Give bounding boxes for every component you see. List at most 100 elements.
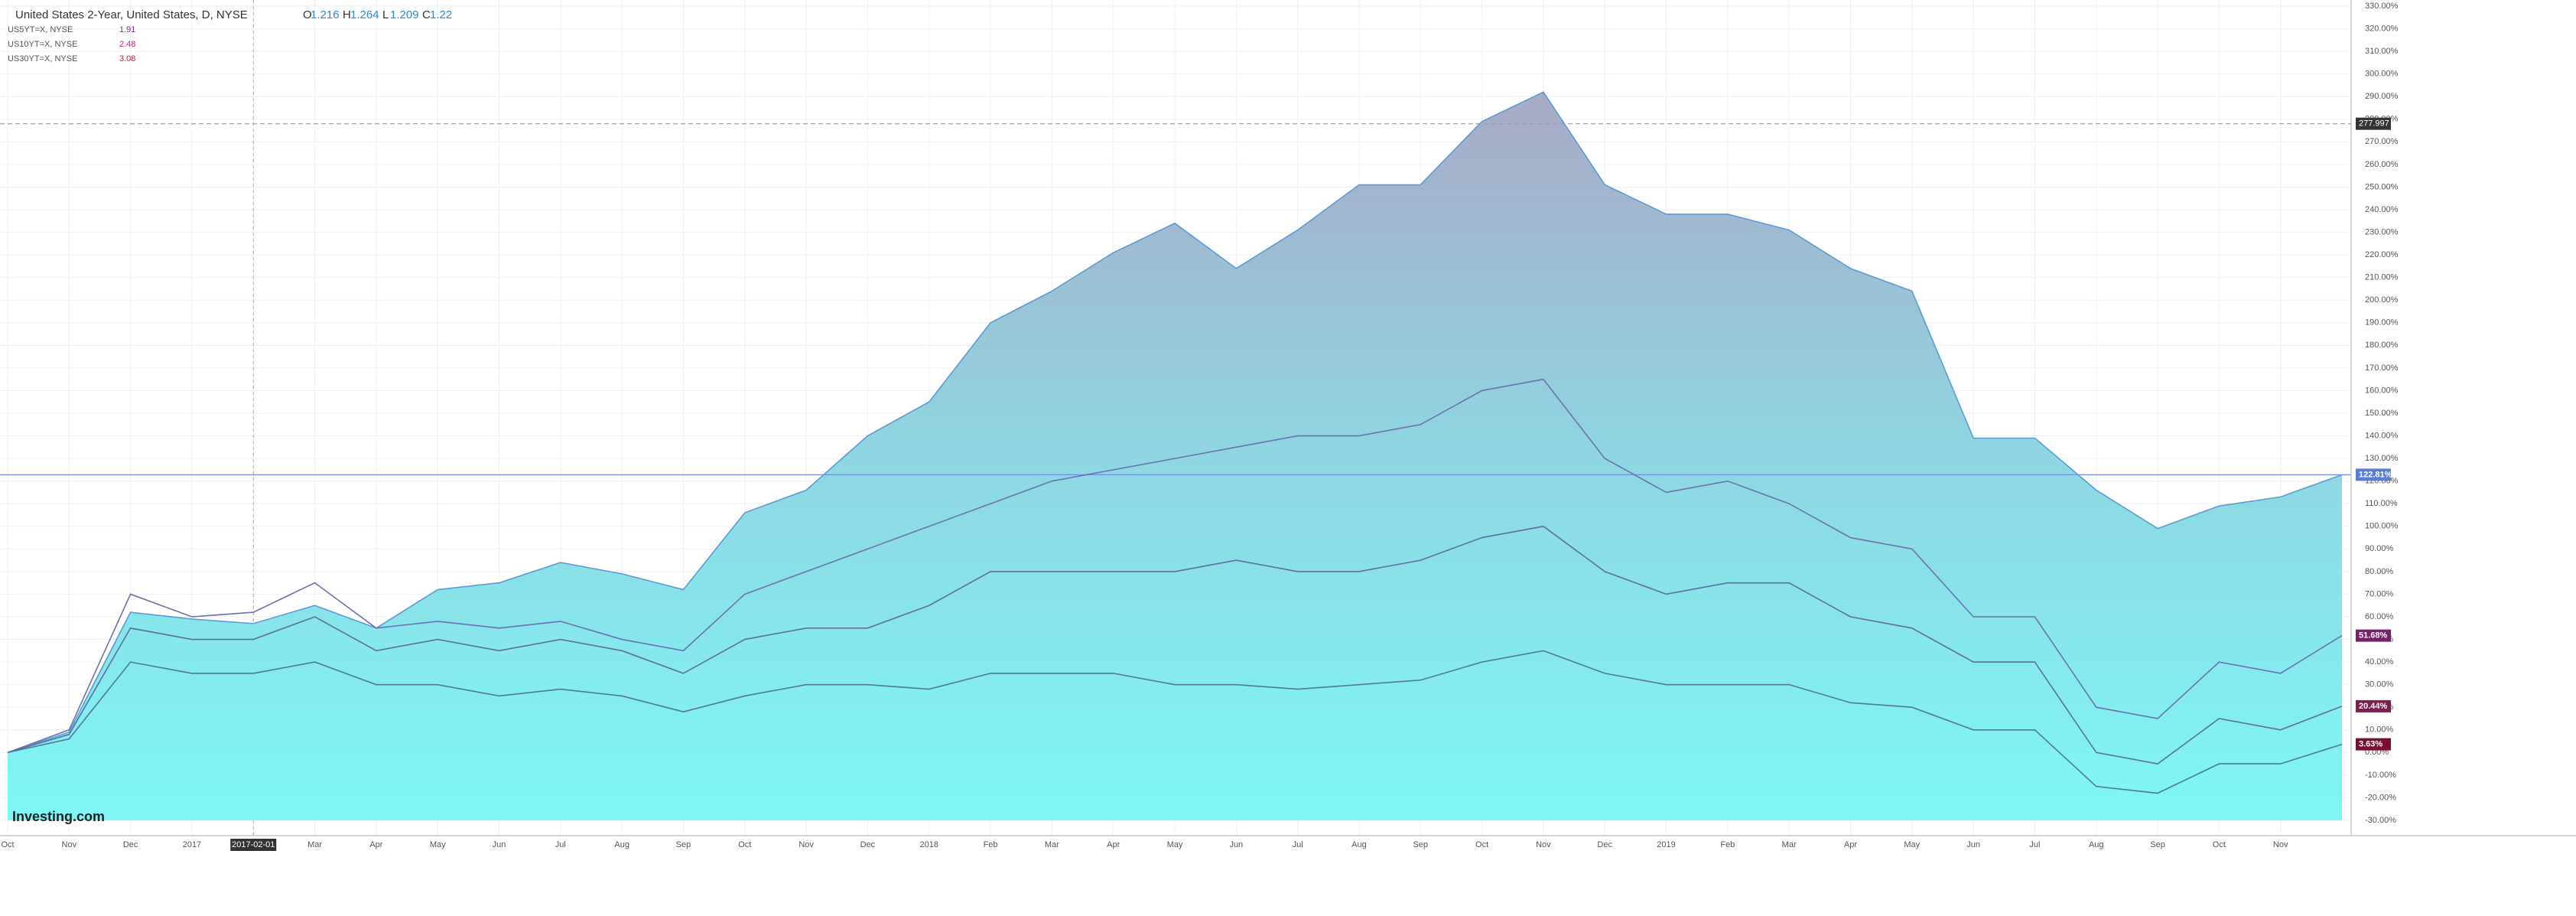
x-tick-label: 2017 bbox=[183, 840, 201, 849]
x-tick-label: Jun bbox=[1966, 840, 1980, 849]
watermark: Investing.com bbox=[12, 809, 105, 824]
x-tick-label: Aug bbox=[614, 840, 629, 849]
x-tick-label: Aug bbox=[2089, 840, 2104, 849]
y-tick-label: 130.00% bbox=[2365, 454, 2399, 463]
last-value-label: 122.81% bbox=[2359, 470, 2392, 479]
legend-quote: 3.08 bbox=[119, 54, 135, 64]
last-value-label: 51.68% bbox=[2359, 631, 2388, 640]
x-tick-label: Jul bbox=[1293, 840, 1303, 849]
x-tick-label: Mar bbox=[1045, 840, 1059, 849]
legend-entry: US5YT=X, NYSE bbox=[8, 25, 73, 34]
crosshair-y-label: 277.997 bbox=[2359, 119, 2389, 129]
y-tick-label: 100.00% bbox=[2365, 522, 2399, 531]
ohlc-key: L bbox=[382, 8, 389, 21]
last-value-label: 3.63% bbox=[2359, 740, 2382, 749]
x-tick-label: Jul bbox=[2029, 840, 2040, 849]
y-tick-label: 240.00% bbox=[2365, 205, 2399, 214]
legend-entry: US30YT=X, NYSE bbox=[8, 54, 77, 64]
x-tick-label: 2018 bbox=[919, 840, 938, 849]
crosshair-x-label-bg bbox=[230, 839, 277, 851]
ohlc-key: O bbox=[303, 8, 312, 21]
y-tick-label: 250.00% bbox=[2365, 182, 2399, 191]
y-tick-label: -10.00% bbox=[2365, 771, 2396, 780]
y-tick-label: 330.00% bbox=[2365, 2, 2399, 11]
x-tick-label: Jul bbox=[555, 840, 566, 849]
crosshair-y-label-bg bbox=[2356, 117, 2391, 130]
x-tick-label: Sep bbox=[1413, 840, 1428, 849]
legend-quote: 1.91 bbox=[119, 25, 135, 34]
legend-entry: US10YT=X, NYSE bbox=[8, 40, 77, 49]
last-value-label-bg bbox=[2356, 738, 2391, 751]
chart-title: United States 2-Year, United States, D, … bbox=[15, 8, 248, 21]
last-value-label: 20.44% bbox=[2359, 702, 2388, 711]
y-tick-label: -20.00% bbox=[2365, 793, 2396, 802]
x-tick-label: May bbox=[1904, 840, 1920, 849]
ohlc-value: 1.264 bbox=[350, 8, 379, 21]
y-tick-label: 320.00% bbox=[2365, 24, 2399, 33]
x-tick-label: Nov bbox=[1536, 840, 1551, 849]
x-tick-label: Jun bbox=[493, 840, 506, 849]
y-tick-label: 290.00% bbox=[2365, 92, 2399, 101]
area bbox=[8, 92, 2342, 821]
x-tick-label: 2017-02-01 bbox=[232, 840, 275, 849]
x-tick-label: Oct bbox=[738, 840, 751, 849]
x-tick-label: Dec bbox=[860, 840, 876, 849]
y-tick-label: 30.00% bbox=[2365, 680, 2394, 689]
ohlc-key: C bbox=[422, 8, 431, 21]
ohlc-value: 1.216 bbox=[311, 8, 340, 21]
ohlc-value: 1.22 bbox=[430, 8, 452, 21]
x-tick-label: 2019 bbox=[1657, 840, 1675, 849]
y-tick-label: 170.00% bbox=[2365, 363, 2399, 373]
line bbox=[7, 378, 2343, 754]
y-tick-label: 200.00% bbox=[2365, 295, 2399, 305]
x-tick-label: Aug bbox=[1351, 840, 1367, 849]
y-tick-label: 70.00% bbox=[2365, 589, 2394, 598]
x-tick-label: Dec bbox=[123, 840, 138, 849]
x-tick-label: Sep bbox=[2150, 840, 2165, 849]
y-tick-label: 220.00% bbox=[2365, 250, 2399, 259]
line bbox=[7, 650, 2343, 794]
x-tick-label: Oct bbox=[1, 840, 14, 849]
x-tick-label: May bbox=[1167, 840, 1183, 849]
y-tick-label: 310.00% bbox=[2365, 47, 2399, 56]
x-tick-label: Apr bbox=[1844, 840, 1857, 849]
y-tick-label: 180.00% bbox=[2365, 341, 2399, 350]
y-tick-label: 230.00% bbox=[2365, 227, 2399, 236]
x-tick-label: Mar bbox=[307, 840, 322, 849]
x-tick-label: Nov bbox=[798, 840, 814, 849]
y-tick-label: 80.00% bbox=[2365, 567, 2394, 576]
last-value-label-bg bbox=[2356, 629, 2391, 642]
x-tick-label: Feb bbox=[1720, 840, 1735, 849]
ohlc-key: H bbox=[343, 8, 351, 21]
y-tick-label: 210.00% bbox=[2365, 273, 2399, 282]
ohlc-value: 1.209 bbox=[390, 8, 419, 21]
y-tick-label: 60.00% bbox=[2365, 612, 2394, 621]
y-tick-label: -30.00% bbox=[2365, 816, 2396, 825]
x-tick-label: Apr bbox=[369, 840, 382, 849]
x-tick-label: Nov bbox=[2273, 840, 2288, 849]
line bbox=[7, 525, 2343, 764]
y-tick-label: 270.00% bbox=[2365, 137, 2399, 146]
y-tick-label: 110.00% bbox=[2365, 499, 2398, 508]
x-tick-label: Sep bbox=[676, 840, 691, 849]
y-tick-label: 40.00% bbox=[2365, 657, 2394, 667]
x-tick-label: May bbox=[430, 840, 446, 849]
y-tick-label: 300.00% bbox=[2365, 70, 2399, 79]
x-tick-label: Mar bbox=[1782, 840, 1797, 849]
y-tick-label: 160.00% bbox=[2365, 386, 2399, 395]
y-tick-label: 140.00% bbox=[2365, 431, 2399, 440]
y-tick-label: 90.00% bbox=[2365, 544, 2394, 553]
x-tick-label: Jun bbox=[1229, 840, 1243, 849]
line bbox=[7, 91, 2343, 754]
y-tick-label: 260.00% bbox=[2365, 160, 2399, 169]
y-tick-label: 10.00% bbox=[2365, 725, 2394, 735]
y-tick-label: 190.00% bbox=[2365, 318, 2399, 328]
x-tick-label: Oct bbox=[1475, 840, 1488, 849]
x-tick-label: Oct bbox=[2213, 840, 2226, 849]
x-tick-label: Dec bbox=[1597, 840, 1612, 849]
last-value-label-bg bbox=[2356, 699, 2391, 712]
last-value-label-bg bbox=[2356, 468, 2391, 481]
x-tick-label: Apr bbox=[1107, 840, 1120, 849]
